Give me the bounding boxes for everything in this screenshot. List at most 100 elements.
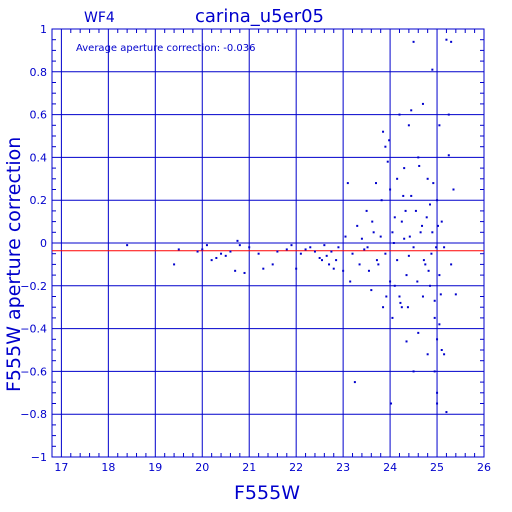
data-point [400,220,403,223]
data-point [403,237,406,240]
data-point [429,203,431,206]
data-points [126,38,457,414]
data-point [410,194,413,197]
data-point [391,316,394,319]
y-tick-label: −0.4 [20,323,47,336]
data-point [370,289,373,292]
data-point [416,280,419,283]
data-point [196,250,199,253]
data-point [366,246,369,249]
data-point [440,220,443,223]
data-point [389,280,392,283]
data-point [452,188,455,191]
data-point [421,102,424,105]
chip-label: WF4 [84,10,115,26]
data-point [313,250,316,253]
data-point [443,353,446,356]
data-point [433,316,436,319]
data-point [386,160,389,163]
data-point [248,246,251,249]
data-point [382,130,385,133]
y-tick-label: 1 [40,23,47,36]
data-point [276,250,279,253]
data-point [335,259,338,262]
y-tick-label: −0.8 [20,408,47,421]
data-point [427,269,430,272]
data-point [419,231,422,234]
data-point [220,252,223,255]
x-tick-label: 20 [195,461,209,474]
data-point [454,293,457,296]
y-tick-label: −0.2 [20,280,47,293]
data-point [447,113,450,116]
data-point [438,274,441,277]
data-point [390,402,393,405]
data-point [358,263,361,266]
data-point [238,244,241,247]
data-point [385,295,388,298]
data-point [367,269,370,272]
data-point [433,299,436,302]
data-point [445,38,448,41]
data-point [450,263,453,266]
y-tick-label: 0.8 [30,66,48,79]
data-point [404,209,407,212]
data-point [426,353,429,356]
data-point [295,267,298,270]
data-point [422,259,425,262]
data-point [323,244,326,247]
data-point [403,167,406,170]
x-tick-label: 25 [430,461,444,474]
data-point [396,177,399,180]
data-point [391,231,394,234]
x-tick-label: 23 [336,461,350,474]
data-point [398,295,401,298]
data-point [407,254,410,257]
data-point [436,402,439,405]
data-point [285,248,288,251]
data-point [435,246,438,249]
grid-lines [52,29,484,457]
data-point [177,248,180,251]
data-point [375,259,378,262]
data-point [429,284,431,287]
data-point [436,338,439,341]
data-point [234,269,237,272]
data-point [421,295,424,298]
data-point [447,154,450,157]
data-point [392,242,395,244]
average-annotation: Average aperture correction: -0.036 [76,43,256,54]
data-point [405,274,408,277]
data-point [407,124,410,127]
data-point [430,252,433,255]
data-point [432,182,435,185]
data-point [393,216,396,219]
data-point [396,259,399,262]
x-tick-label: 19 [148,461,162,474]
data-point [410,109,413,112]
data-point [201,248,204,251]
data-point [321,259,323,262]
data-point [299,252,302,255]
data-point [398,113,401,116]
axis-ticks [52,29,484,457]
data-point [126,244,129,247]
data-point [445,411,448,414]
data-point [402,194,405,197]
data-point [405,340,408,343]
data-point [436,391,439,394]
data-point [418,164,421,167]
data-point [439,293,442,296]
data-point [363,248,366,251]
data-point [262,267,265,270]
data-point [304,248,307,251]
x-tick-label: 22 [289,461,303,474]
data-point [353,381,356,384]
x-tick-label: 17 [54,461,68,474]
data-point [400,306,403,309]
data-point [379,235,382,238]
y-tick-label: 0.2 [30,194,48,207]
x-tick-labels: 17 18 19 20 21 22 23 24 25 26 [54,461,491,474]
data-point [290,244,293,247]
